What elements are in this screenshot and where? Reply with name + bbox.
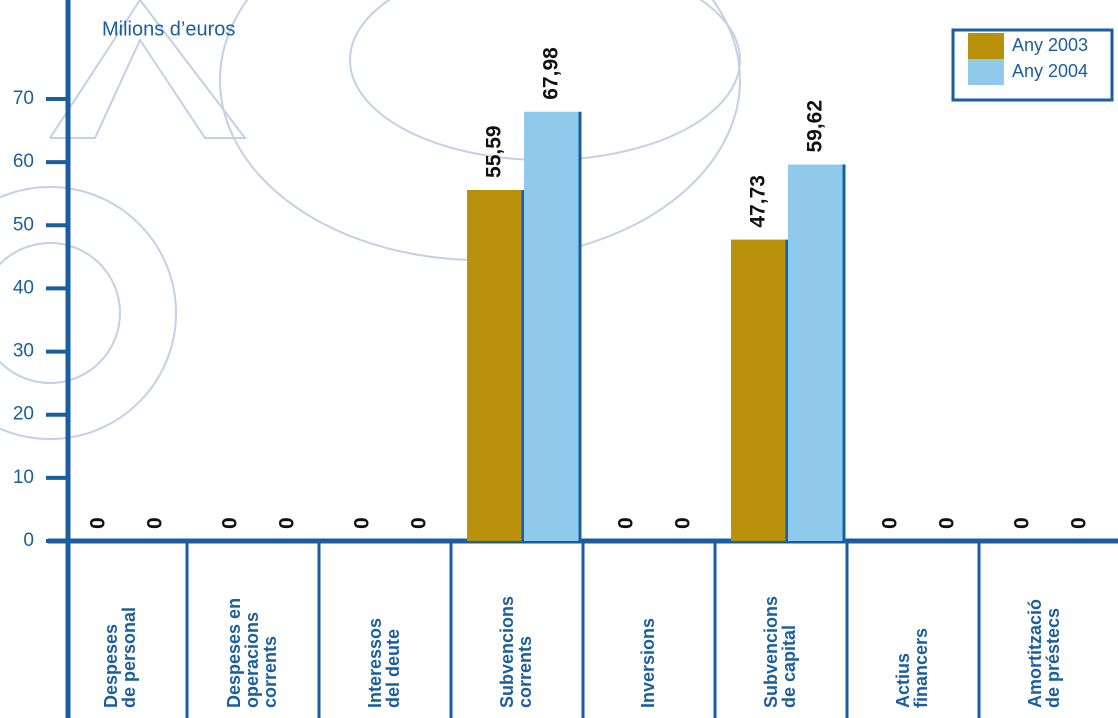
y-tick-label: 0 [23,530,34,551]
y-tick-label: 40 [13,277,34,298]
data-label: 0 [936,517,959,529]
data-label: 0 [144,517,167,529]
data-label: 0 [672,517,695,529]
bar [467,189,523,541]
bar [731,239,787,541]
x-tick-label: Subvencions [761,596,781,708]
data-label: 59,62 [804,100,827,153]
y-tick-label: 50 [13,214,34,235]
x-tick-label: Interessos [365,618,385,708]
data-label: 0 [408,517,431,529]
x-tick-label: del deute [383,629,403,708]
y-tick-label: 70 [13,88,34,109]
x-tick-label: corrents [260,636,280,708]
legend-swatch [968,33,1004,59]
x-tick-label: de préstecs [1043,608,1063,708]
bar [788,164,844,541]
data-label: 55,59 [483,125,506,178]
y-tick-label: 10 [13,467,34,488]
x-tick-label: Despeses en [224,598,244,708]
data-label: 0 [276,517,299,529]
bar [524,111,580,542]
x-tick-label: Despeses [101,624,121,708]
x-tick-label: de capital [779,625,799,708]
x-tick-label: Amortització [1025,599,1045,708]
x-tick-label: corrents [515,636,535,708]
x-tick-label: Subvencions [497,596,517,708]
background-decoration [0,0,741,440]
data-label: 0 [219,517,242,529]
data-label: 0 [1068,517,1091,529]
data-label: 0 [351,517,374,529]
data-label: 0 [1011,517,1034,529]
y-tick-label: 30 [13,341,34,362]
x-tick-label: operacions [242,612,262,708]
legend-swatch [968,59,1004,85]
chart-title: Milions d’euros [102,18,235,40]
x-tick-label: Inversions [638,618,658,708]
legend-label: Any 2004 [1012,61,1088,81]
x-tick-label: financers [911,628,931,708]
x-tick-label: Actius [893,653,913,708]
y-tick-label: 20 [13,404,34,425]
data-label: 47,73 [747,175,770,228]
data-label: 67,98 [540,47,563,100]
y-tick-label: 60 [13,151,34,172]
legend-label: Any 2003 [1012,35,1088,55]
data-label: 0 [879,517,902,529]
x-tick-label: de personal [119,607,139,708]
data-label: 0 [87,517,110,529]
data-label: 0 [615,517,638,529]
